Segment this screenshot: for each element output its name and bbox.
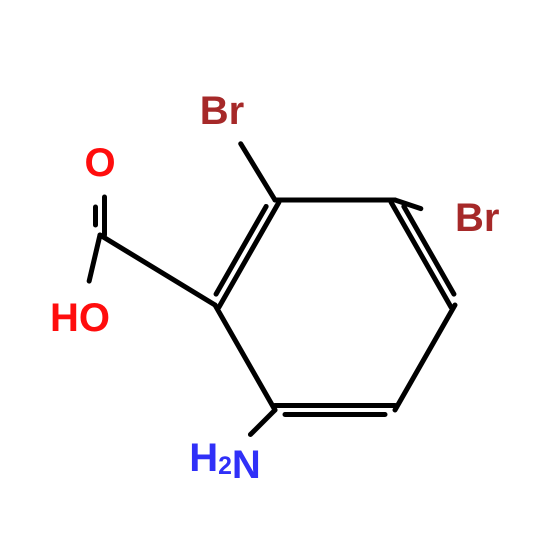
bond bbox=[395, 305, 455, 410]
chemical-structure: O HO Br Br H2N bbox=[0, 0, 533, 533]
bond bbox=[241, 144, 275, 200]
bond bbox=[391, 202, 451, 307]
bond bbox=[89, 235, 100, 281]
bond bbox=[215, 305, 275, 410]
bond bbox=[219, 202, 279, 307]
bond bbox=[250, 410, 275, 435]
atom-label-o: O bbox=[84, 141, 115, 185]
bond bbox=[216, 206, 266, 294]
atom-label-br: Br bbox=[455, 196, 499, 240]
bond bbox=[404, 206, 454, 294]
atom-label-br: Br bbox=[200, 89, 244, 133]
atom-label-o: HO bbox=[50, 296, 110, 340]
atom-label-n: H2N bbox=[189, 436, 261, 487]
bond bbox=[395, 200, 421, 209]
bond bbox=[100, 235, 215, 305]
